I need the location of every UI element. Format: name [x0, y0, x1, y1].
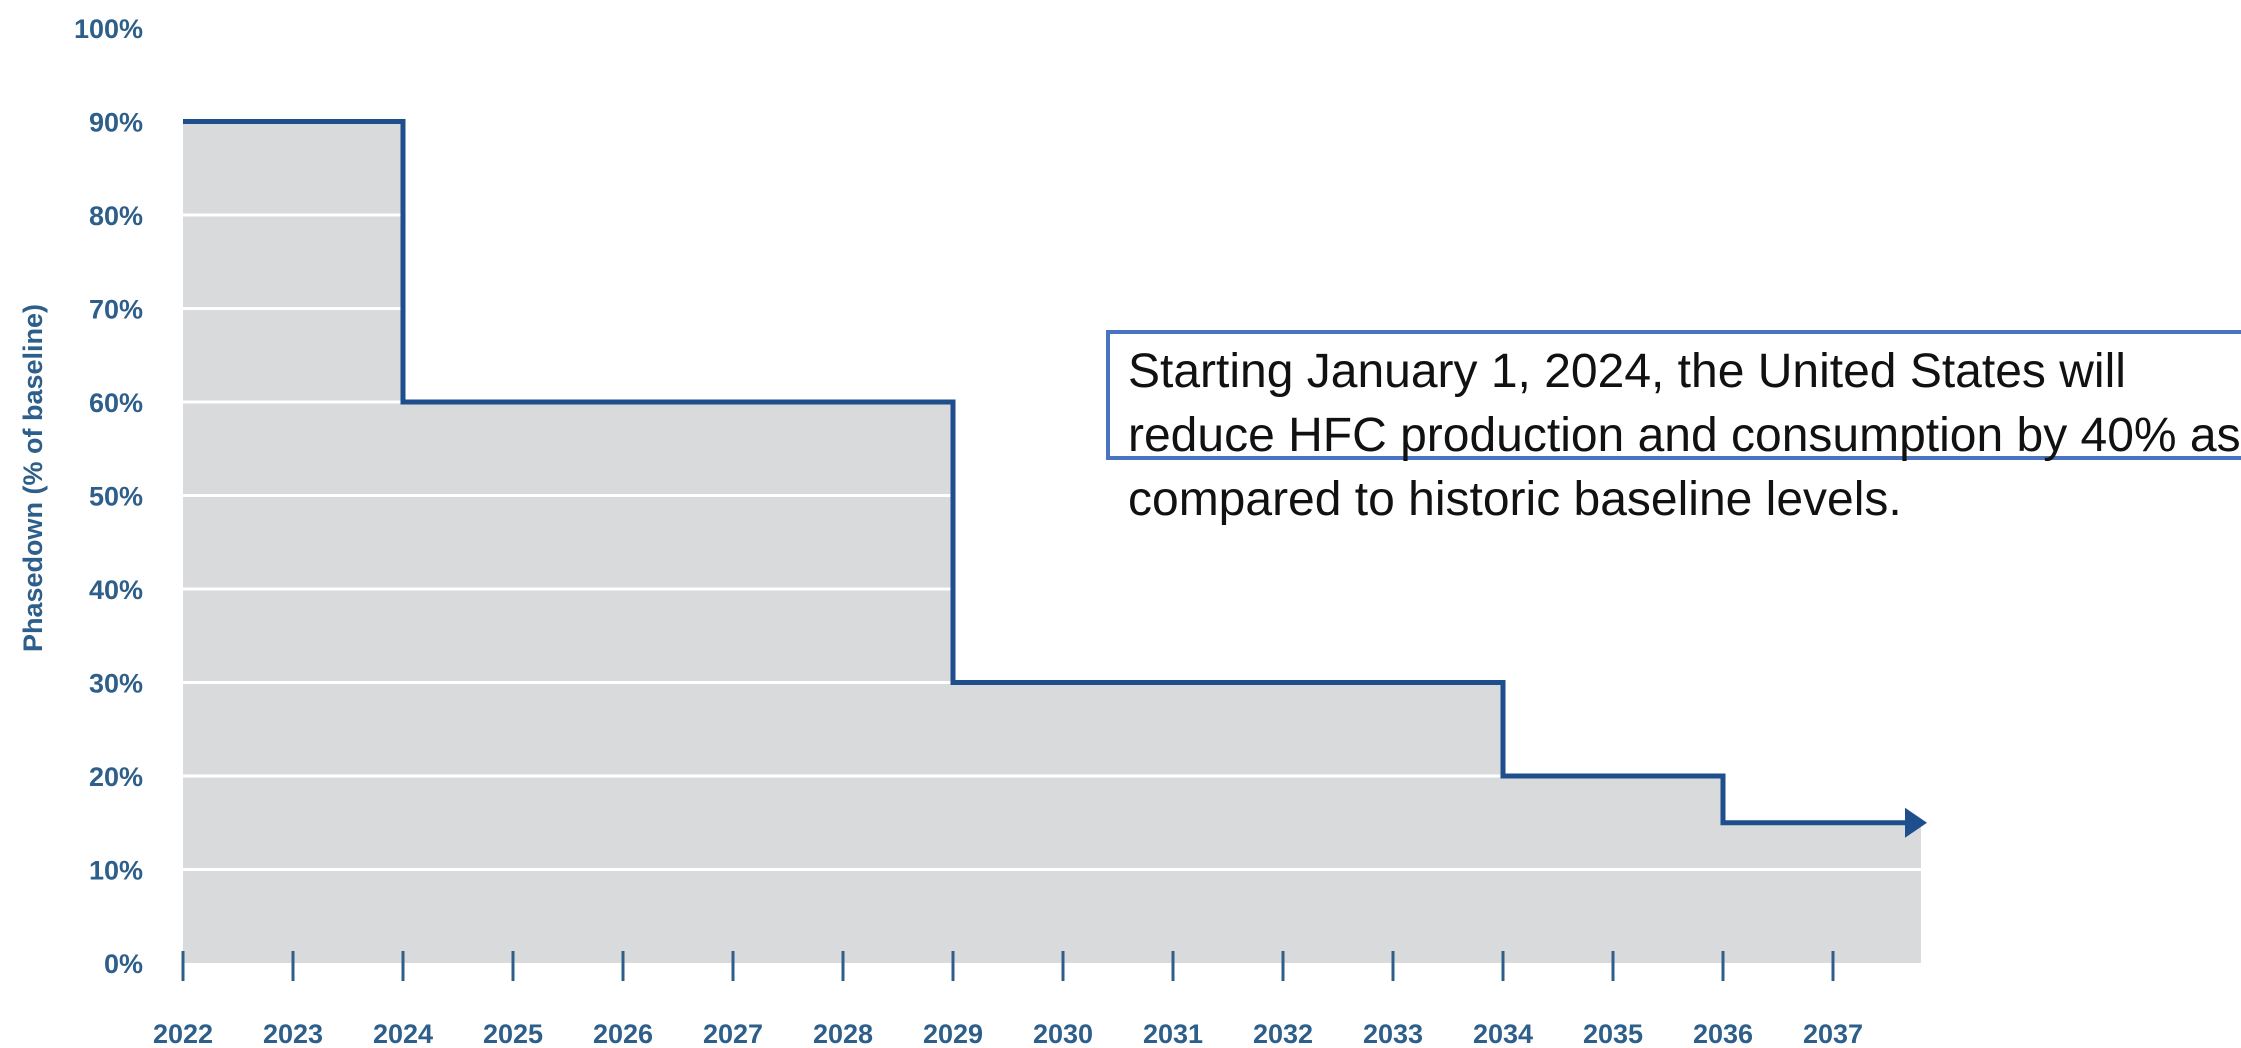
- y-tick-label: 30%: [89, 669, 143, 699]
- x-tick-label: 2028: [813, 1019, 873, 1048]
- y-tick-label: 60%: [89, 388, 143, 418]
- y-axis-title: Phasedown (% of baseline): [18, 304, 48, 652]
- x-tick-label: 2034: [1473, 1019, 1533, 1048]
- x-tick-label: 2023: [263, 1019, 323, 1048]
- x-axis: 2022 2023 2024 2025 2026 2027 2028 2029 2030 2031…: [153, 951, 1863, 1048]
- x-tick-label: 2031: [1143, 1019, 1203, 1048]
- y-tick-label: 50%: [89, 482, 143, 512]
- x-tick-label: 2029: [923, 1019, 983, 1048]
- x-tick-label: 2032: [1253, 1019, 1313, 1048]
- area-fill: [183, 121, 1921, 963]
- x-tick-label: 2033: [1363, 1019, 1423, 1048]
- y-tick-label: 70%: [89, 295, 143, 325]
- x-tick-label: 2030: [1033, 1019, 1093, 1048]
- y-tick-label: 40%: [89, 575, 143, 605]
- y-axis: 0% 10% 20% 30% 40% 50% 60% 70% 80% 90% 100%: [74, 14, 143, 979]
- x-tick-label: 2035: [1583, 1019, 1643, 1048]
- annotation-text: Starting January 1, 2024, the United Sta…: [1128, 345, 2241, 526]
- x-tick-label: 2025: [483, 1019, 543, 1048]
- grid-layer: [183, 26, 1921, 871]
- y-tick-label: 10%: [89, 856, 143, 886]
- x-tick-label: 2037: [1803, 1019, 1863, 1048]
- x-tick-label: 2027: [703, 1019, 763, 1048]
- x-tick-label: 2022: [153, 1019, 213, 1048]
- x-tick-label: 2024: [373, 1019, 433, 1048]
- x-tick-label: 2026: [593, 1019, 653, 1048]
- annotation-box: Starting January 1, 2024, the United Sta…: [1106, 330, 2241, 526]
- y-tick-label: 80%: [89, 201, 143, 231]
- y-tick-label: 100%: [74, 14, 143, 44]
- x-tick-label: 2036: [1693, 1019, 1753, 1048]
- series-line: [183, 119, 1921, 826]
- arrow-head: [1905, 807, 1927, 838]
- y-tick-label: 90%: [89, 108, 143, 138]
- y-tick-label: 0%: [104, 949, 143, 979]
- area-layer: [183, 121, 1921, 963]
- y-tick-label: 20%: [89, 762, 143, 792]
- line-layer: [182, 119, 1927, 838]
